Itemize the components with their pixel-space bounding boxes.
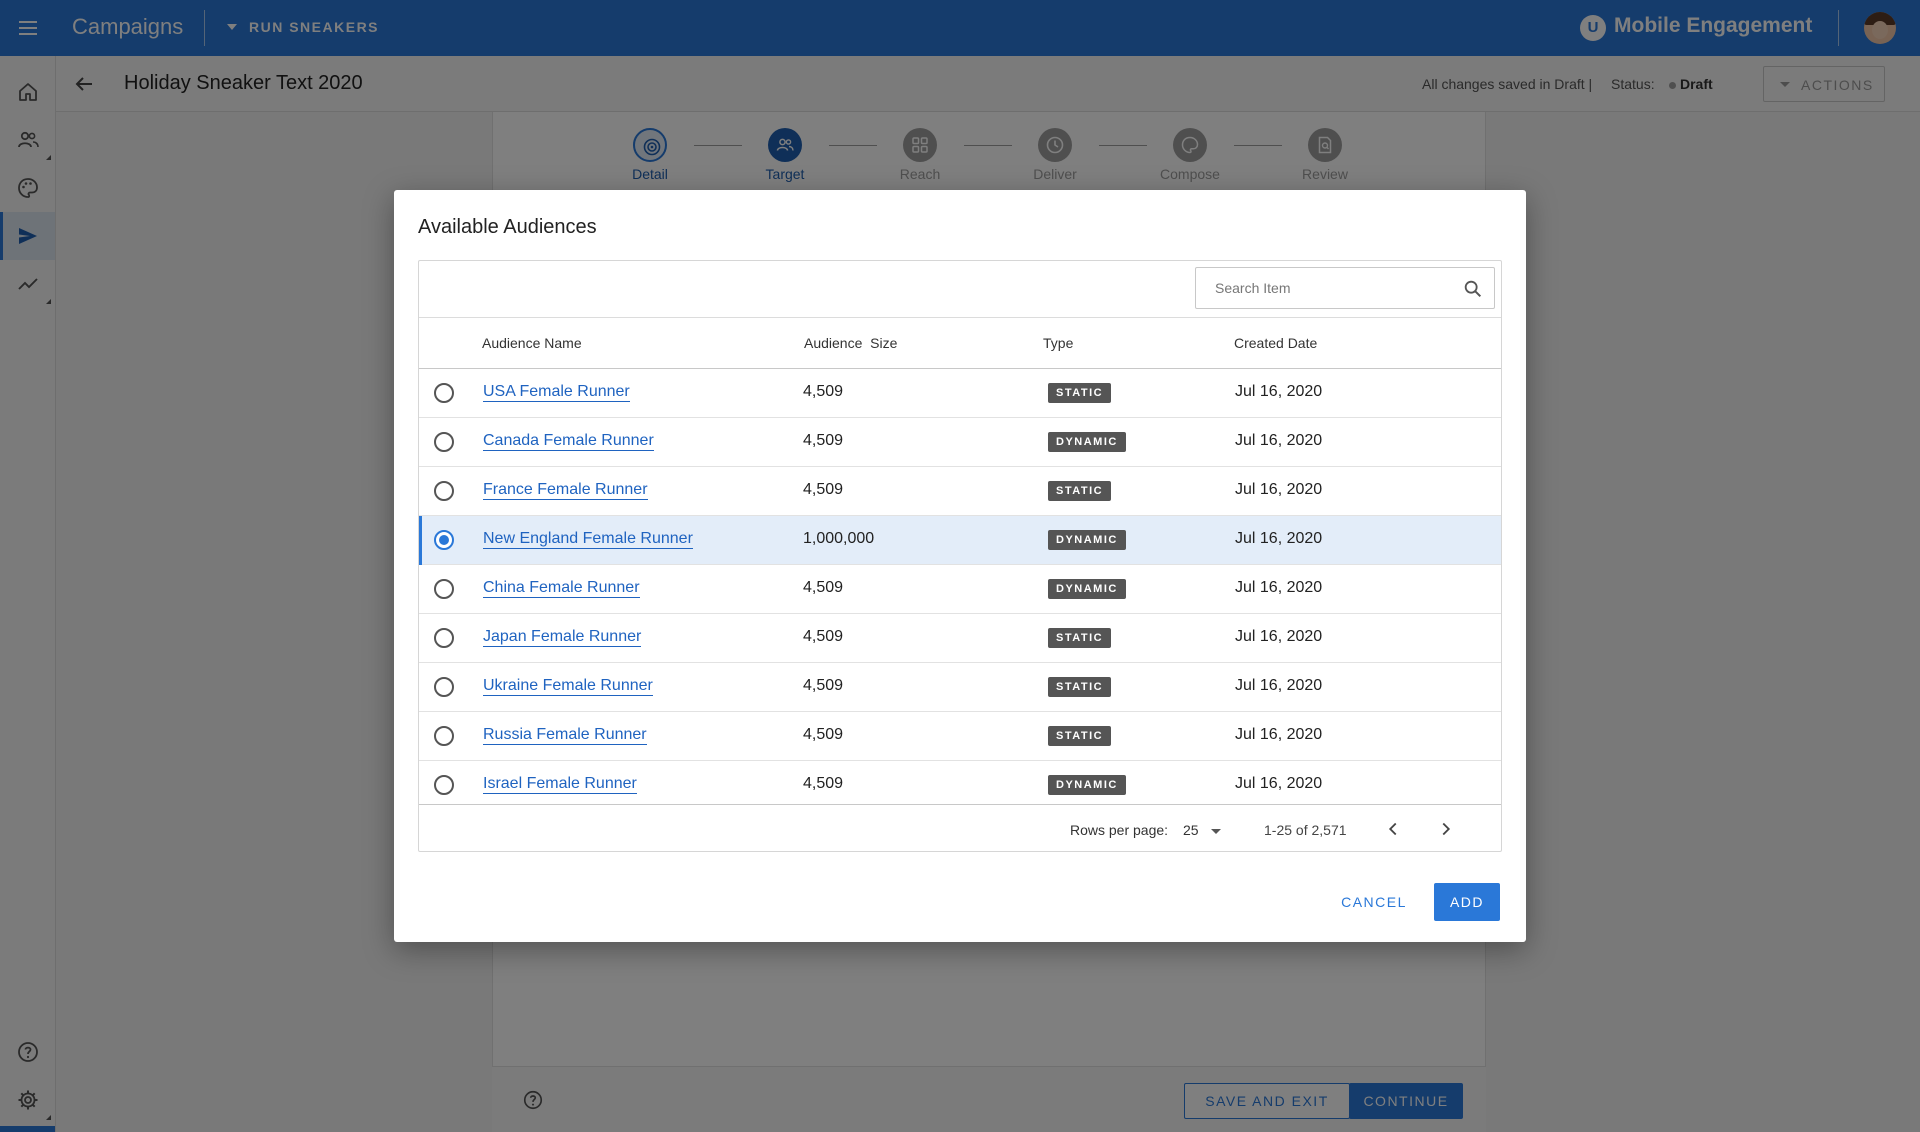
created-date: Jul 16, 2020: [1235, 530, 1323, 547]
chevron-left-icon[interactable]: [1382, 818, 1404, 840]
column-header[interactable]: Created Date: [1234, 335, 1318, 351]
type-badge: STATIC: [1048, 481, 1112, 501]
created-date: Jul 16, 2020: [1235, 383, 1323, 400]
row-radio[interactable]: [434, 677, 454, 697]
audience-size: 4,509: [803, 677, 844, 694]
cancel-button[interactable]: CANCEL: [1341, 894, 1407, 910]
audience-name-link[interactable]: New England Female Runner: [483, 530, 693, 549]
audience-name-link[interactable]: China Female Runner: [483, 579, 640, 598]
created-date: Jul 16, 2020: [1235, 628, 1323, 645]
audience-size: 4,509: [803, 775, 844, 792]
table-row[interactable]: Japan Female Runner 4,509 STATIC Jul 16,…: [419, 614, 1501, 663]
audience-name-link[interactable]: Israel Female Runner: [483, 775, 637, 794]
audience-size: 4,509: [803, 726, 844, 743]
row-radio[interactable]: [434, 432, 454, 452]
audience-size: 4,509: [803, 579, 844, 596]
type-badge: DYNAMIC: [1048, 579, 1126, 599]
caret-down-icon[interactable]: [1211, 829, 1221, 834]
audience-name-link[interactable]: Canada Female Runner: [483, 432, 654, 451]
column-header[interactable]: Audience Name: [482, 335, 582, 351]
type-badge: STATIC: [1048, 383, 1112, 403]
table-row-selected[interactable]: New England Female Runner 1,000,000 DYNA…: [419, 516, 1501, 565]
table-row[interactable]: France Female Runner 4,509 STATIC Jul 16…: [419, 467, 1501, 516]
table-row[interactable]: Ukraine Female Runner 4,509 STATIC Jul 1…: [419, 663, 1501, 712]
audience-name-link[interactable]: Russia Female Runner: [483, 726, 647, 745]
created-date: Jul 16, 2020: [1235, 775, 1323, 792]
audience-name-link[interactable]: France Female Runner: [483, 481, 648, 500]
search-field: [1195, 267, 1495, 309]
created-date: Jul 16, 2020: [1235, 677, 1323, 694]
search-input[interactable]: [1197, 269, 1447, 307]
audience-size: 4,509: [803, 432, 844, 449]
type-badge: DYNAMIC: [1048, 432, 1126, 452]
add-button[interactable]: ADD: [1434, 883, 1500, 921]
search-icon[interactable]: [1462, 278, 1484, 300]
audience-size: 4,509: [803, 628, 844, 645]
created-date: Jul 16, 2020: [1235, 579, 1323, 596]
table-body: USA Female Runner 4,509 STATIC Jul 16, 2…: [419, 369, 1501, 804]
audience-size: 4,509: [803, 383, 844, 400]
type-badge: STATIC: [1048, 628, 1112, 648]
type-badge: DYNAMIC: [1048, 530, 1126, 550]
rows-per-page-select[interactable]: 25: [1183, 822, 1199, 838]
rows-per-page-label: Rows per page:: [1070, 822, 1169, 838]
type-badge: STATIC: [1048, 677, 1112, 697]
audience-name-link[interactable]: USA Female Runner: [483, 383, 630, 402]
row-radio[interactable]: [434, 579, 454, 599]
row-radio[interactable]: [434, 481, 454, 501]
table-row[interactable]: Israel Female Runner 4,509 DYNAMIC Jul 1…: [419, 761, 1501, 804]
created-date: Jul 16, 2020: [1235, 481, 1323, 498]
table-row[interactable]: Russia Female Runner 4,509 STATIC Jul 16…: [419, 712, 1501, 761]
row-radio[interactable]: [434, 628, 454, 648]
row-radio[interactable]: [434, 775, 454, 795]
row-radio[interactable]: [434, 530, 454, 550]
table-row[interactable]: Canada Female Runner 4,509 DYNAMIC Jul 1…: [419, 418, 1501, 467]
type-badge: STATIC: [1048, 726, 1112, 746]
pagination-range: 1-25 of 2,571: [1264, 822, 1347, 838]
audience-size: 1,000,000: [803, 530, 875, 547]
audience-table: Audience Name Audience Size Type Created…: [418, 260, 1502, 852]
created-date: Jul 16, 2020: [1235, 726, 1323, 743]
audience-size: 4,509: [803, 481, 844, 498]
table-row[interactable]: China Female Runner 4,509 DYNAMIC Jul 16…: [419, 565, 1501, 614]
created-date: Jul 16, 2020: [1235, 432, 1323, 449]
audience-name-link[interactable]: Japan Female Runner: [483, 628, 642, 647]
available-audiences-dialog: Available Audiences Audience Name Audien…: [394, 190, 1526, 942]
column-header[interactable]: Type: [1043, 335, 1074, 351]
dialog-title: Available Audiences: [418, 216, 597, 238]
row-radio[interactable]: [434, 726, 454, 746]
row-radio[interactable]: [434, 383, 454, 403]
audience-name-link[interactable]: Ukraine Female Runner: [483, 677, 653, 696]
column-header[interactable]: Audience Size: [804, 335, 898, 351]
table-pagination: Rows per page: 25 1-25 of 2,571: [419, 804, 1501, 851]
chevron-right-icon[interactable]: [1435, 818, 1457, 840]
type-badge: DYNAMIC: [1048, 775, 1126, 795]
table-row[interactable]: USA Female Runner 4,509 STATIC Jul 16, 2…: [419, 369, 1501, 418]
table-header: Audience Name Audience Size Type Created…: [419, 317, 1501, 369]
